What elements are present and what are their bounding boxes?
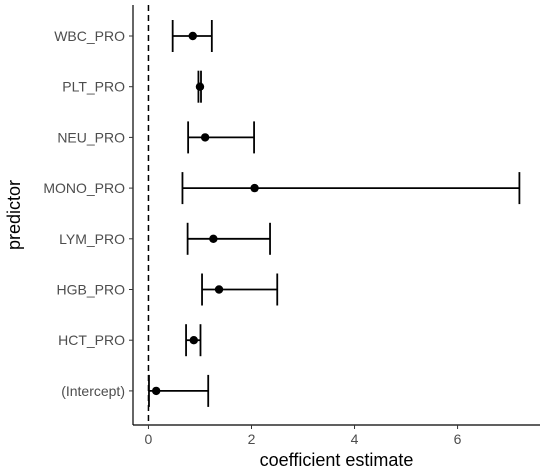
estimate-point — [200, 133, 210, 142]
error-bar — [187, 121, 255, 154]
x-tick-label: 0 — [145, 431, 153, 447]
x-tick-label: 4 — [351, 431, 359, 447]
estimate-point — [189, 336, 198, 345]
y-axis-ticks: WBC_PRO PLT_PRO NEU_PRO MONO_PRO LYM_PRO HGB_… — [43, 28, 133, 399]
x-tick-label: 6 — [454, 431, 462, 447]
y-tick-label: WBC_PRO — [54, 28, 125, 44]
y-tick-label: HCT_PRO — [58, 332, 125, 348]
estimate-point — [151, 386, 161, 396]
x-axis-ticks: 0 2 4 6 — [145, 425, 462, 447]
y-tick-label: LYM_PRO — [59, 231, 125, 247]
plot-panel — [147, 5, 521, 425]
y-axis-title: predictor — [4, 180, 24, 250]
x-axis-title: coefficient estimate — [260, 450, 414, 470]
y-tick-label: (Intercept) — [61, 383, 125, 399]
estimate-point — [250, 183, 259, 193]
y-tick-label: HGB_PRO — [57, 282, 126, 298]
estimate-point — [209, 234, 218, 243]
estimate-point — [214, 285, 224, 294]
estimate-points — [151, 31, 259, 396]
estimate-point — [188, 31, 197, 41]
x-tick-label: 2 — [248, 431, 256, 447]
y-tick-label: NEU_PRO — [57, 129, 125, 145]
y-tick-label: PLT_PRO — [62, 79, 125, 95]
estimate-point — [195, 82, 205, 91]
error-bar — [201, 273, 279, 306]
error-bar — [181, 172, 521, 205]
y-tick-label: MONO_PRO — [43, 180, 125, 196]
error-bars — [148, 20, 521, 407]
error-bar — [186, 222, 271, 255]
